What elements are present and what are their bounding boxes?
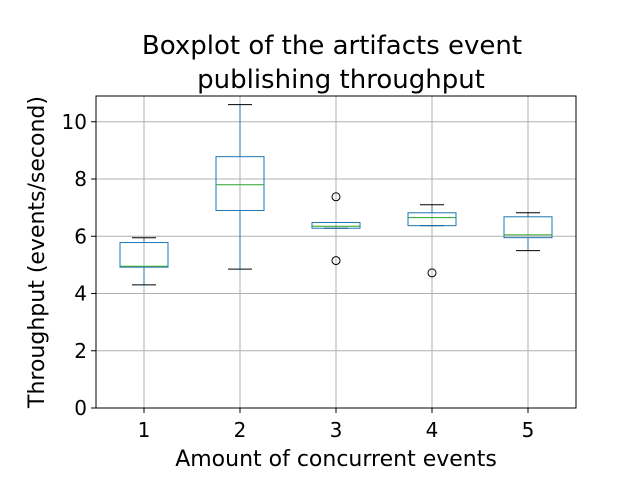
x-tick-label: 3	[330, 418, 343, 442]
x-tick-label: 1	[138, 418, 151, 442]
iqr-box	[503, 216, 553, 239]
y-tick-label: 2	[74, 339, 87, 363]
chart-title-line-2: publishing throughput	[197, 65, 485, 95]
y-axis-label: Throughput (events/second)	[25, 96, 50, 409]
iqr-box	[119, 242, 169, 268]
x-tick-label: 5	[522, 418, 535, 442]
x-tick-label: 4	[426, 418, 439, 442]
box-group-5	[503, 212, 553, 252]
chart-title-line-1: Boxplot of the artifacts event	[142, 31, 522, 61]
y-tick-label: 4	[74, 282, 87, 306]
outlier-point	[427, 268, 437, 278]
x-tick-label: 2	[234, 418, 247, 442]
iqr-box	[215, 156, 265, 211]
outlier-point	[331, 192, 341, 202]
iqr-box	[407, 212, 457, 227]
y-tick-label: 8	[74, 167, 87, 191]
grid-lines	[96, 96, 576, 409]
x-axis-label: Amount of concurrent events	[175, 447, 497, 472]
outlier-point	[331, 256, 341, 266]
y-tick-label: 6	[74, 224, 87, 248]
boxes-layer	[119, 104, 553, 286]
box-group-1	[119, 237, 169, 286]
box-group-2	[215, 104, 265, 270]
box-group-3	[311, 192, 361, 266]
y-tick-label: 0	[74, 396, 87, 420]
box-group-4	[407, 204, 457, 278]
iqr-box	[311, 222, 361, 229]
y-tick-label: 10	[62, 110, 87, 134]
